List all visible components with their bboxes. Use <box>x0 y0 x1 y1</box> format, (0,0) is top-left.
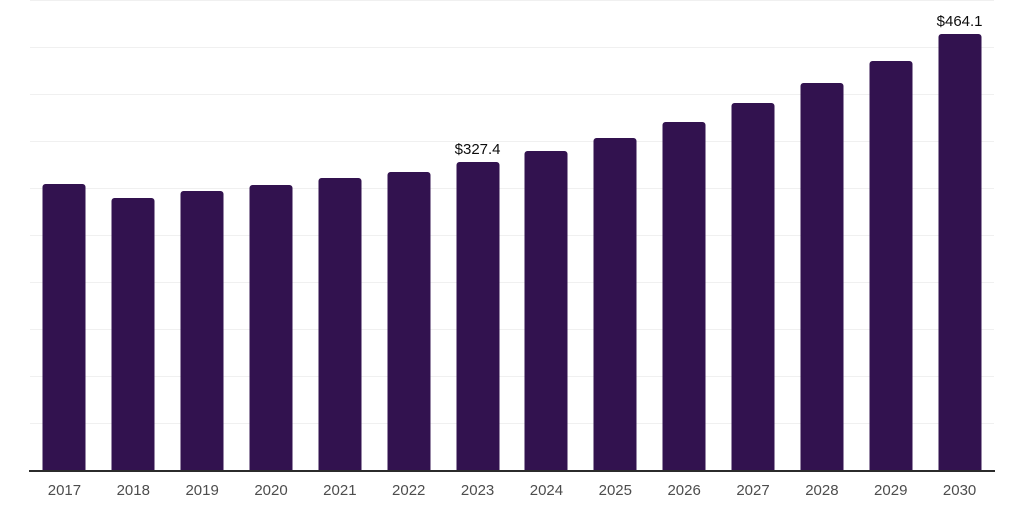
bar-2022 <box>387 172 431 470</box>
gridline-100 <box>30 376 994 377</box>
x-tick-2020: 2020 <box>254 482 288 499</box>
bar-slot-2018 <box>99 0 168 470</box>
x-tick-2026: 2026 <box>667 482 701 499</box>
bar-slot-2019 <box>168 0 237 470</box>
x-tick-2027: 2027 <box>736 482 770 499</box>
bar-slot-2017 <box>30 0 99 470</box>
x-tick-2022: 2022 <box>392 482 426 499</box>
x-tick-2029: 2029 <box>874 482 908 499</box>
bar-2021 <box>318 177 362 470</box>
bar-2018 <box>111 198 155 470</box>
bar-slot-2027 <box>719 0 788 470</box>
bar-2024 <box>524 151 568 470</box>
x-tick-2023: 2023 <box>460 482 495 499</box>
bar-2028 <box>800 82 844 470</box>
plot-area: $327.4 $464.1 <box>29 0 995 472</box>
bar-slot-2024 <box>512 0 581 470</box>
x-tick-2021: 2021 <box>323 482 357 499</box>
x-tick-2028: 2028 <box>805 482 839 499</box>
x-tick-2030: 2030 <box>942 482 977 499</box>
x-tick-2024: 2024 <box>529 482 564 499</box>
bar-slot-2021 <box>305 0 374 470</box>
x-tick-2019: 2019 <box>185 482 219 499</box>
bar-2020 <box>249 185 293 470</box>
gridline-250 <box>30 235 994 236</box>
bar-slot-2029 <box>856 0 925 470</box>
bar-slot-2026 <box>650 0 719 470</box>
bar-slot-2022 <box>374 0 443 470</box>
bar-2017 <box>42 184 86 470</box>
bar-2023 <box>456 162 500 470</box>
gridline-450 <box>30 47 994 48</box>
x-axis-labels: 2017 2018 2019 2020 2021 2022 2023 2024 2025 2026… <box>30 481 994 501</box>
x-tick-2018: 2018 <box>116 482 150 499</box>
bar-slot-2023: $327.4 <box>443 0 512 470</box>
gridline-300 <box>30 188 994 189</box>
bar-2030 <box>938 33 982 470</box>
bar-slot-2030: $464.1 <box>925 0 994 470</box>
bar-slot-2028 <box>787 0 856 470</box>
data-label-2030: $464.1 <box>936 12 983 30</box>
bar-2027 <box>731 103 775 470</box>
bar-2019 <box>180 190 224 470</box>
gridline-400 <box>30 94 994 95</box>
x-tick-2025: 2025 <box>598 482 632 499</box>
bar-2025 <box>593 138 637 470</box>
gridline-500 <box>30 0 994 1</box>
bar-2029 <box>869 61 913 470</box>
data-label-2023: $327.4 <box>454 141 501 159</box>
x-tick-2017: 2017 <box>47 482 82 499</box>
gridline-150 <box>30 329 994 330</box>
bar-slot-2020 <box>237 0 306 470</box>
x-axis-line <box>29 470 995 472</box>
gridline-50 <box>30 423 994 424</box>
gridline-200 <box>30 282 994 283</box>
bar-slot-2025 <box>581 0 650 470</box>
bars-row: $327.4 $464.1 <box>30 0 994 470</box>
gridline-350 <box>30 141 994 142</box>
bar-2026 <box>662 122 706 470</box>
